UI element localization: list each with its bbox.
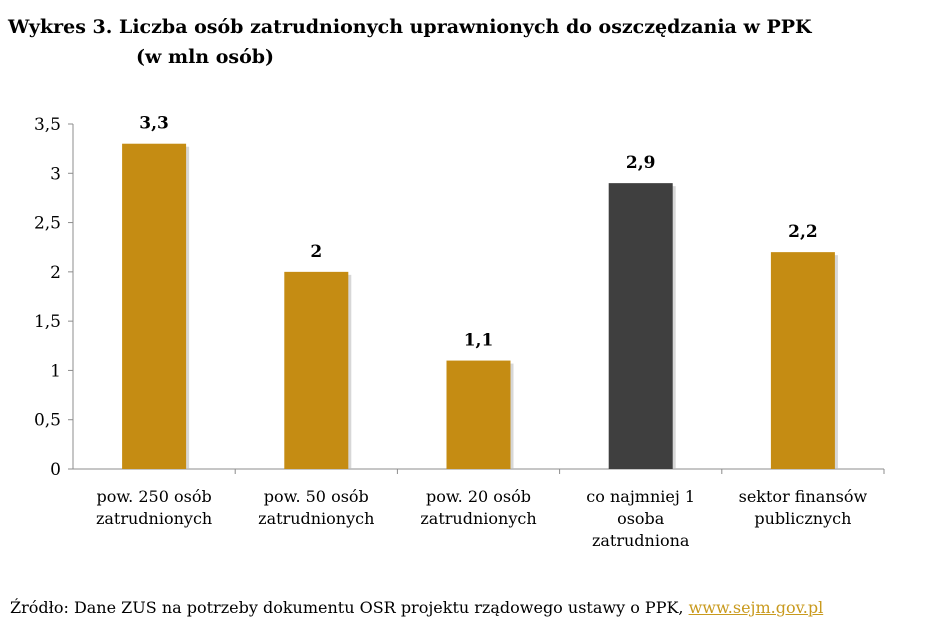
bar-value-label: 3,3 [139,114,169,134]
x-category-label: sektor finansów [739,487,868,506]
x-category-label: zatrudniona [592,531,690,550]
source-text: Źródło: Dane ZUS na potrzeby dokumentu O… [10,598,689,617]
bar-value-label: 2,2 [788,222,818,242]
y-tick-label: 3,5 [34,115,61,135]
x-category-label: zatrudnionych [258,509,374,528]
x-category-label: pow. 50 osób [264,487,369,506]
chart-title-line2: (w mln osób) [136,46,275,68]
x-category-label: osoba [617,509,665,528]
bar [608,183,673,469]
bar-chart: 0 0,5 1 1,5 2 2,5 3 3,5 3,3 pow. 250 osób zatrudni… [34,114,885,550]
x-category-label: pow. 250 osób [97,487,212,506]
x-category-label: zatrudnionych [420,509,536,528]
bar-value-label: 2 [310,242,322,262]
y-tick-label: 0 [50,460,61,480]
bar [122,143,187,469]
x-category-label: co najmniej 1 [586,487,695,506]
x-category-label: zatrudnionych [96,509,212,528]
source-link[interactable]: www.sejm.gov.pl [688,598,824,617]
y-tick-label: 1,5 [34,312,61,332]
bar-value-label: 1,1 [464,331,494,351]
y-tick-label: 0,5 [34,411,61,431]
y-tick-label: 2 [50,263,61,283]
bar [284,271,349,469]
y-tick-label: 1 [50,361,61,381]
source-note: Źródło: Dane ZUS na potrzeby dokumentu O… [10,598,823,617]
bar-value-label: 2,9 [626,153,656,173]
y-tick-label: 3 [50,164,61,184]
bar [770,252,835,469]
y-tick-label: 2,5 [34,214,61,234]
x-category-label: publicznych [754,509,851,528]
chart-title-line1: Wykres 3. Liczba osób zatrudnionych upra… [8,16,812,38]
x-category-label: pow. 20 osób [426,487,531,506]
bar [446,360,511,469]
chart-title: Wykres 3. Liczba osób zatrudnionych upra… [8,12,923,72]
